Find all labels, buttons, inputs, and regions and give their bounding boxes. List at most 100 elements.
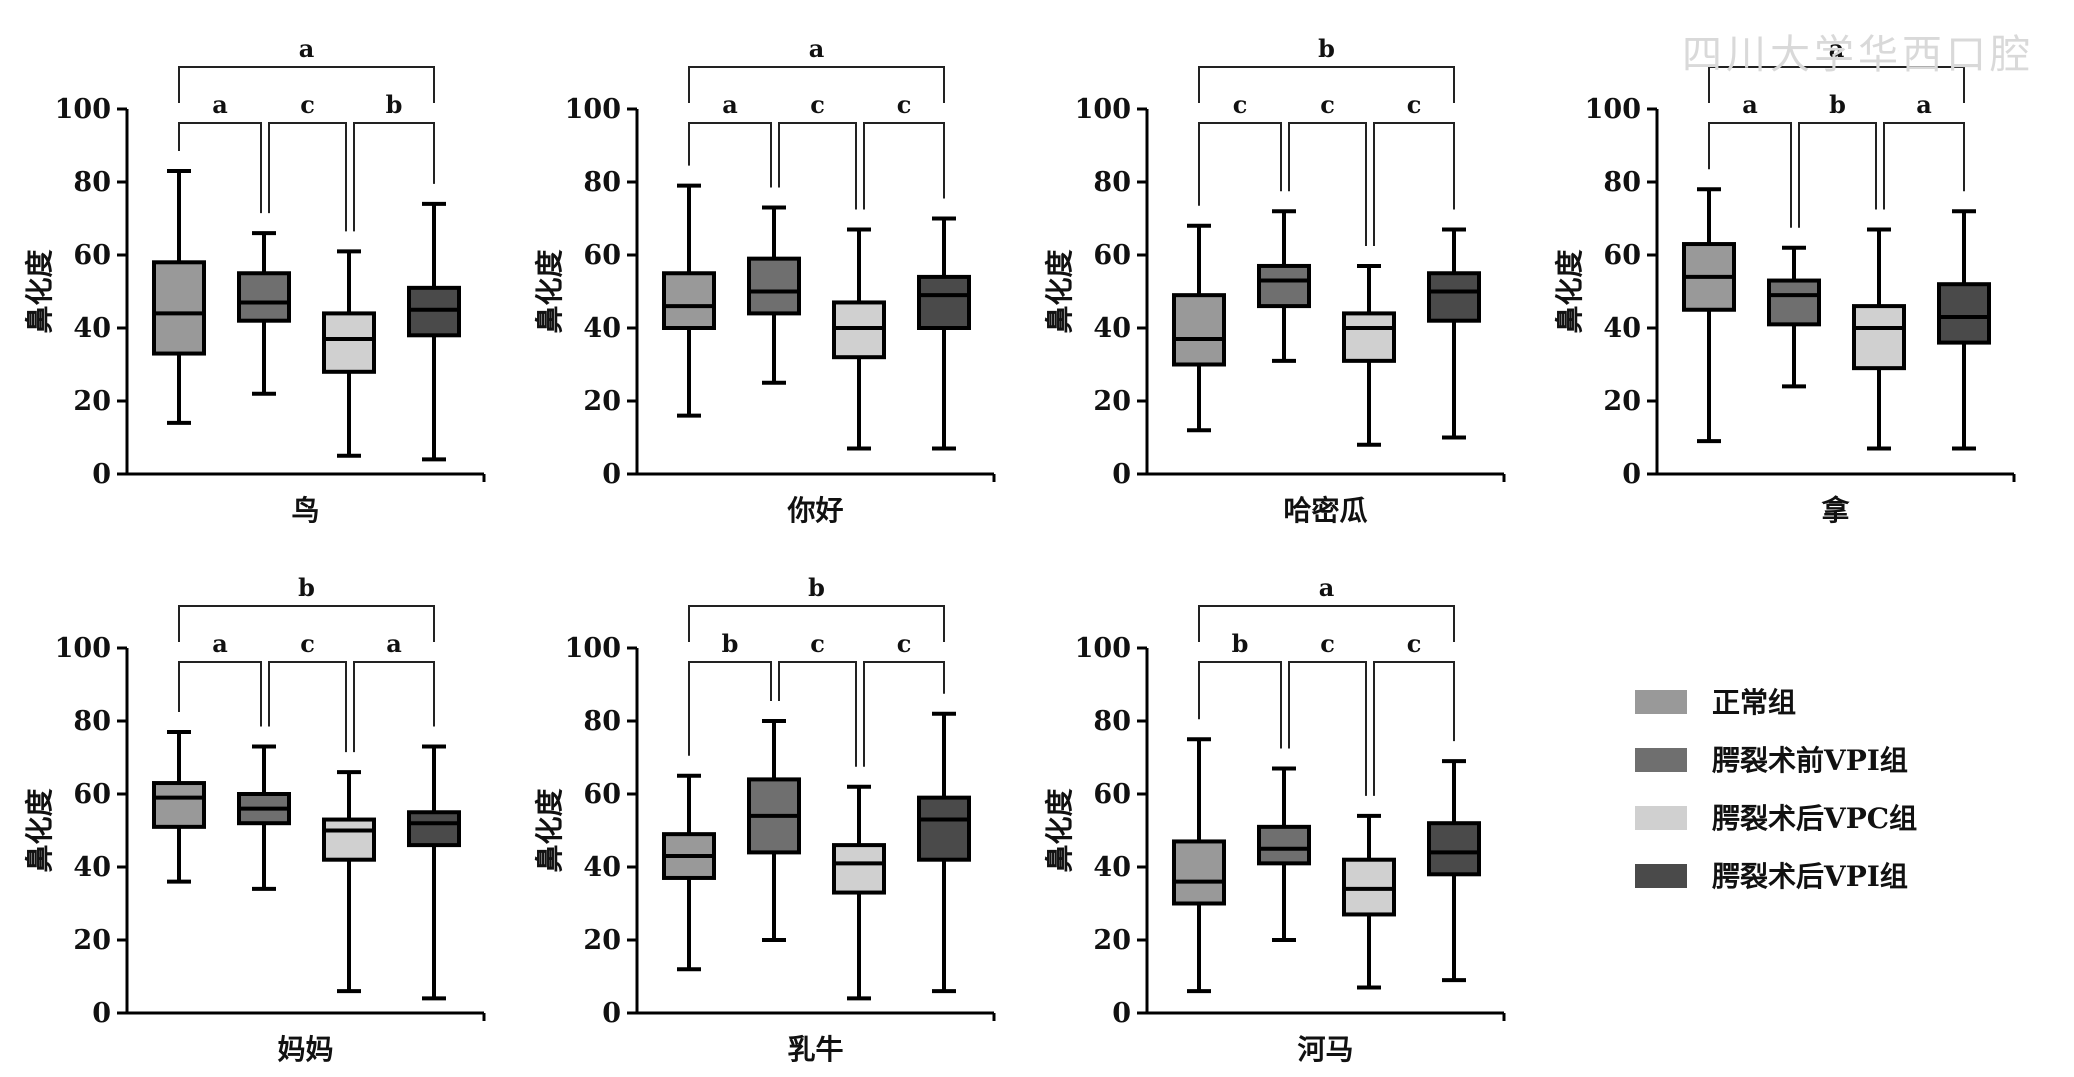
significance-brackets: a b aa — [1708, 34, 1965, 228]
y-tick-label: 0 — [92, 998, 111, 1029]
iqr-box — [152, 260, 206, 356]
legend-entry: 正常组 — [1635, 686, 1796, 719]
iqr-box — [237, 271, 291, 323]
x-axis-label: 鸟 — [291, 494, 319, 527]
iqr-box — [1767, 278, 1821, 327]
pair-significance-label: c — [1320, 629, 1335, 658]
y-tick-label: 100 — [55, 94, 111, 125]
pair-significance-label: a — [1916, 90, 1932, 119]
y-tick-label: 40 — [1093, 852, 1131, 883]
iqr-box — [917, 274, 971, 330]
overall-bracket — [1708, 66, 1965, 103]
pair-bracket — [863, 122, 945, 210]
y-axis-label: 鼻化度 — [1043, 249, 1076, 333]
iqr-box — [1427, 821, 1481, 877]
y-tick-label: 20 — [1093, 386, 1131, 417]
pair-significance-label: b — [1829, 90, 1846, 119]
pair-significance-label: a — [722, 90, 738, 119]
pair-bracket — [1373, 122, 1455, 246]
legend-entry: 腭裂术前VPI组 — [1635, 744, 1908, 777]
x-axis-label: 你好 — [786, 494, 843, 527]
box-2 — [1767, 245, 1821, 389]
pair-significance-label: c — [1407, 90, 1422, 119]
y-tick-label: 100 — [1075, 633, 1131, 664]
pair-bracket — [1198, 122, 1282, 206]
pair-significance-label: a — [212, 629, 228, 658]
box-1 — [152, 729, 206, 884]
y-axis-label: 鼻化度 — [533, 249, 566, 333]
iqr-box — [1427, 271, 1481, 323]
y-tick-label: 100 — [1585, 94, 1641, 125]
overall-significance-label: b — [298, 573, 315, 602]
legend-label: 腭裂术后VPC组 — [1712, 802, 1917, 835]
legend-entry: 腭裂术后VPC组 — [1635, 802, 1917, 835]
iqr-box — [322, 311, 376, 374]
overall-significance-label: a — [1319, 573, 1335, 602]
box-1 — [662, 183, 716, 418]
box-4 — [1427, 227, 1481, 440]
box-4 — [1427, 759, 1481, 983]
y-tick-label: 40 — [1093, 313, 1131, 344]
significance-brackets: c c cb — [1198, 34, 1455, 246]
pair-bracket — [1198, 661, 1282, 749]
significance-brackets: a c a b — [178, 573, 435, 753]
y-tick-label: 40 — [1603, 313, 1641, 344]
y-tick-label: 80 — [1603, 167, 1641, 198]
iqr-box — [1257, 263, 1311, 309]
legend-swatch — [1635, 864, 1687, 888]
iqr-box — [747, 256, 801, 316]
x-axis-label: 乳牛 — [787, 1033, 843, 1066]
box-2 — [1257, 209, 1311, 363]
y-tick-label: 80 — [1093, 706, 1131, 737]
iqr-box — [1852, 304, 1906, 371]
y-tick-label: 20 — [1603, 386, 1641, 417]
y-tick-label: 40 — [583, 313, 621, 344]
box-1 — [152, 169, 206, 425]
pair-bracket — [353, 661, 435, 753]
box-2 — [1257, 766, 1311, 942]
y-tick-label: 40 — [73, 852, 111, 883]
iqr-box — [917, 795, 971, 862]
iqr-box — [322, 817, 376, 862]
pair-bracket — [353, 122, 435, 232]
legend-swatch — [1635, 806, 1687, 830]
pair-significance-label: c — [300, 629, 315, 658]
significance-brackets: a c ca — [688, 34, 945, 210]
pair-bracket — [688, 122, 772, 188]
legend-label: 腭裂术后VPI组 — [1712, 860, 1908, 893]
pair-significance-label: c — [300, 90, 315, 119]
pair-significance-label: c — [897, 90, 912, 119]
box-4 — [1937, 209, 1991, 451]
pair-significance-label: c — [1320, 90, 1335, 119]
overall-bracket — [178, 605, 435, 642]
y-tick-label: 20 — [73, 925, 111, 956]
y-tick-label: 0 — [1112, 998, 1131, 1029]
overall-significance-label: a — [809, 34, 825, 63]
pair-bracket — [1883, 122, 1965, 210]
significance-brackets: b c ca — [1198, 573, 1455, 796]
y-tick-label: 20 — [583, 925, 621, 956]
pair-bracket — [1288, 661, 1367, 796]
pair-significance-label: c — [897, 629, 912, 658]
legend-swatch — [1635, 748, 1687, 772]
y-tick-label: 60 — [1093, 240, 1131, 271]
box-1 — [662, 773, 716, 972]
box-3 — [1852, 227, 1906, 451]
box-3 — [322, 770, 376, 994]
overall-significance-label: a — [1829, 34, 1845, 63]
y-tick-label: 60 — [73, 240, 111, 271]
y-tick-label: 60 — [583, 240, 621, 271]
iqr-box — [832, 843, 886, 895]
pair-bracket — [1373, 661, 1455, 796]
y-axis-label: 鼻化度 — [23, 788, 56, 872]
watermark: 四川大学华西口腔 — [1682, 32, 2034, 78]
box-4 — [407, 744, 461, 1001]
y-tick-label: 80 — [583, 167, 621, 198]
y-tick-label: 0 — [602, 459, 621, 490]
overall-significance-label: a — [299, 34, 315, 63]
